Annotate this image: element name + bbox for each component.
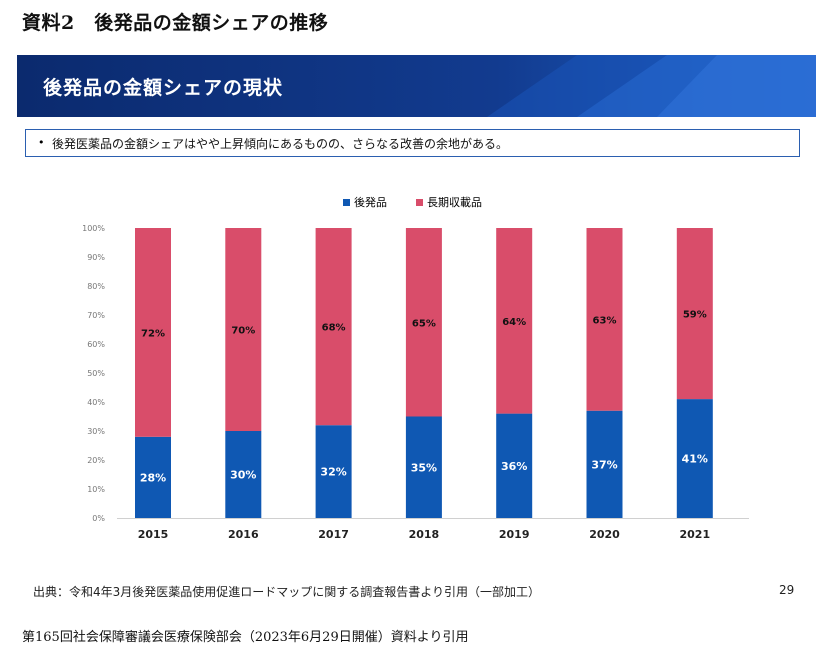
data-label-generic-2017: 32% (320, 466, 346, 479)
data-label-long-listed-2016: 70% (231, 326, 255, 337)
x-axis-labels: 2015 2016 2017 2018 2019 2020 2021 (138, 528, 710, 541)
legend-label-generic: 後発品 (354, 195, 387, 209)
y-tick-label: 70% (87, 311, 105, 320)
bar-long-listed-2016 (225, 228, 262, 431)
bar-generic-2020 (586, 410, 623, 518)
x-tick-label-2021: 2021 (679, 528, 710, 541)
legend-label-long-listed: 長期収載品 (427, 196, 482, 209)
bar-long-listed-2020 (586, 228, 623, 411)
x-tick-label-2020: 2020 (589, 528, 620, 541)
source-note: 出典：令和4年3月後発医薬品使用促進ロードマップに関する調査報告書より引用（一部… (33, 585, 541, 599)
y-tick-label: 0% (92, 514, 105, 523)
data-label-generic-2018: 35% (411, 461, 437, 474)
bar-generic-2021 (676, 399, 713, 518)
bar-generic-2019 (496, 413, 533, 518)
document-title: 資料2 後発品の金額シェアの推移 (22, 12, 329, 34)
y-tick-label: 60% (87, 340, 105, 349)
bar-long-listed-2015 (135, 228, 171, 437)
page-number: 29 (779, 583, 795, 597)
y-tick-label: 90% (87, 253, 105, 262)
data-label-long-listed-2017: 68% (322, 323, 346, 334)
bar-generic-2016 (225, 431, 262, 518)
y-tick-label: 30% (87, 427, 105, 436)
x-tick-label-2019: 2019 (499, 528, 530, 541)
banner-background (17, 55, 816, 117)
data-label-generic-2016: 30% (230, 469, 256, 482)
bar-long-listed-2018 (405, 228, 442, 417)
title-banner: 後発品の金額シェアの現状 (17, 55, 816, 117)
data-label-long-listed-2019: 64% (502, 317, 526, 328)
y-tick-label: 10% (87, 485, 105, 494)
bar-generic-2017 (315, 425, 352, 518)
bar-long-listed-2017 (315, 228, 352, 426)
data-label-generic-2021: 41% (682, 453, 708, 466)
y-tick-label: 50% (87, 369, 105, 378)
data-label-long-listed-2018: 65% (412, 318, 436, 329)
data-label-long-listed-2015: 72% (141, 328, 165, 339)
document-footer: 第165回社会保障審議会医療保険部会（2023年6月29日開催）資料より引用 (22, 630, 469, 645)
chart-legend: 後発品 長期収載品 (343, 195, 482, 209)
summary-box: • 後発医薬品の金額シェアはやや上昇傾向にあるものの、さらなる改善の余地がある。 (25, 129, 800, 157)
bar-generic-2018 (405, 416, 442, 518)
bar-long-listed-2021 (676, 228, 713, 400)
stacked-bar-chart: 後発品 長期収載品 0% 10% 20% 30% 40% 50% 60% 70% 80% 90% 1… (82, 195, 749, 541)
y-tick-label: 100% (82, 224, 105, 233)
data-label-long-listed-2021: 59% (683, 310, 707, 321)
y-axis-ticks: 0% 10% 20% 30% 40% 50% 60% 70% 80% 90% 100% (82, 224, 749, 523)
legend-swatch-generic (343, 199, 350, 206)
summary-text: 後発医薬品の金額シェアはやや上昇傾向にあるものの、さらなる改善の余地がある。 (52, 137, 509, 151)
x-tick-label-2018: 2018 (409, 528, 440, 541)
bullet-point: • (38, 136, 45, 149)
bar-group: 28% 72% 30% 70% 32% 68% 35% 65% 36% 64% 37% 63% 41% 5… (135, 228, 713, 518)
y-tick-label: 40% (87, 398, 105, 407)
y-tick-label: 80% (87, 282, 105, 291)
data-label-long-listed-2020: 63% (593, 315, 617, 326)
banner-title: 後発品の金額シェアの現状 (43, 77, 284, 99)
legend-swatch-long-listed (416, 199, 423, 206)
bar-long-listed-2019 (496, 228, 533, 414)
x-tick-label-2016: 2016 (228, 528, 259, 541)
data-label-generic-2020: 37% (591, 458, 617, 471)
y-tick-label: 20% (87, 456, 105, 465)
data-label-generic-2019: 36% (501, 460, 527, 473)
x-tick-label-2017: 2017 (318, 528, 349, 541)
data-label-generic-2015: 28% (140, 471, 166, 484)
bar-generic-2015 (135, 436, 171, 518)
slide: 後発品の金額シェアの現状 • 後発医薬品の金額シェアはやや上昇傾向にあるものの、… (17, 55, 816, 615)
x-tick-label-2015: 2015 (138, 528, 169, 541)
